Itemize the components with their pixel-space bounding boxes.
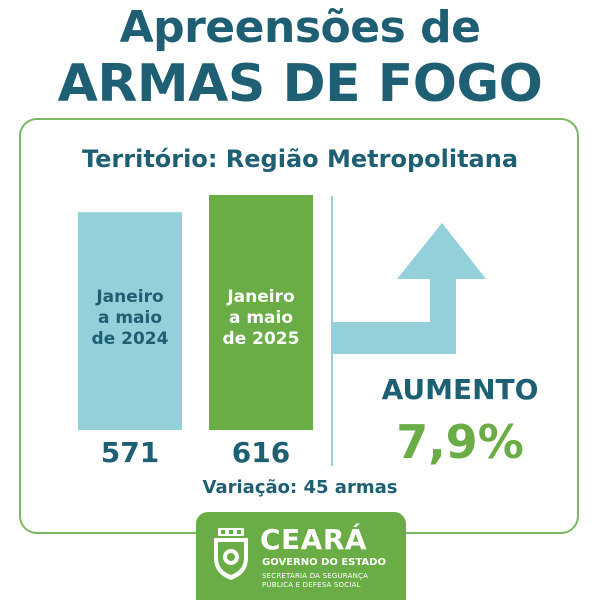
footer-secretariat-line1: SECRETARIA DA SEGURANÇA — [262, 572, 369, 580]
variation-text: Variação: 45 armas — [202, 477, 398, 498]
footer-secretariat-line2: PÚBLICA E DEFESA SOCIAL — [262, 581, 361, 589]
bar-1-value-label: 571 — [101, 436, 159, 469]
title-line2: ARMAS DE FOGO — [57, 54, 543, 114]
bar-1-category-label-line-3: de 2024 — [92, 329, 169, 349]
territory-heading: Território: Região Metropolitana — [81, 145, 519, 173]
bar-2-value-label: 616 — [232, 436, 290, 469]
bar-2 — [209, 195, 313, 430]
bar-2-category-label-line-1: Janeiro — [226, 287, 294, 307]
bar-1-category-label-line-2: a maio — [98, 308, 162, 328]
footer-state-name: CEARÁ — [260, 523, 368, 556]
arrow-up-right-icon — [332, 223, 486, 354]
title-line1: Apreensões de — [119, 2, 481, 53]
bar-2-category-label-line-2: a maio — [229, 308, 293, 328]
bar-2-category-label-line-3: de 2025 — [223, 329, 300, 349]
ceara-coat-of-arms-icon — [214, 528, 248, 580]
footer-government: GOVERNO DO ESTADO — [262, 557, 386, 568]
increase-percentage: 7,9% — [396, 415, 524, 469]
increase-label: AUMENTO — [381, 373, 539, 406]
footer-logo: CEARÁ GOVERNO DO ESTADO SECRETARIA DA SE… — [196, 512, 406, 600]
bar-1-category-label-line-1: Janeiro — [95, 287, 163, 307]
bar-1 — [78, 212, 182, 430]
